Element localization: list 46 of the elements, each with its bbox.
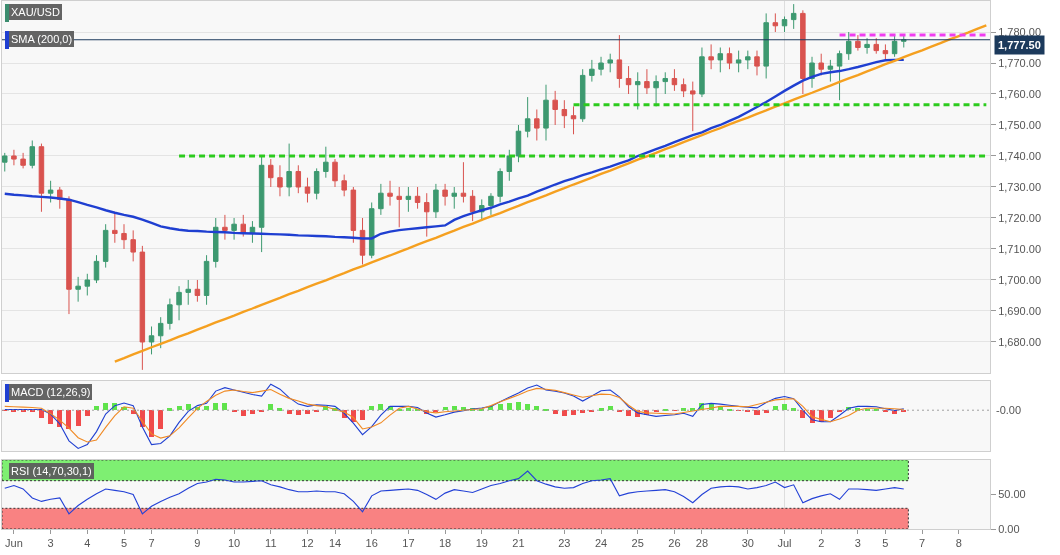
y-tick-label: 1,760.00 — [998, 87, 1042, 100]
legend-label: XAU/USD — [11, 6, 60, 18]
y-tick-label: 1,680.00 — [998, 335, 1042, 348]
x-tick-label: 16 — [365, 537, 378, 550]
x-tick-label: 14 — [328, 537, 342, 550]
x-tick-label: 5 — [882, 537, 889, 550]
x-tick-label: 23 — [558, 537, 571, 550]
x-tick-label: 2 — [818, 537, 825, 550]
x-tick-label: 17 — [402, 537, 415, 550]
x-tick-label: 7 — [919, 537, 926, 550]
x-tick-label: 21 — [512, 537, 525, 550]
x-tick-label: 24 — [594, 537, 608, 550]
x-tick-label: 9 — [194, 537, 201, 550]
y-tick-label: 1,770.00 — [998, 56, 1042, 69]
ref-line-label: 1,777.50 — [998, 39, 1041, 51]
x-tick-label: 5 — [120, 537, 128, 550]
y-tick-label: 1,740.00 — [998, 149, 1042, 162]
x-tick-label: 19 — [475, 537, 488, 550]
y-tick-label: 1,780.00 — [998, 25, 1042, 38]
y-tick-label: 50.00 — [998, 488, 1026, 501]
y-tick-label: 1,690.00 — [998, 304, 1042, 317]
legend-label: SMA (200,0) — [11, 33, 73, 45]
x-tick-label: Jun — [5, 537, 23, 550]
y-tick-label: 1,750.00 — [998, 118, 1042, 131]
x-tick-label: 18 — [438, 537, 452, 550]
x-tick-label: 8 — [955, 537, 962, 550]
x-tick-label: 25 — [631, 537, 644, 550]
y-tick-label: 1,720.00 — [998, 211, 1042, 224]
x-tick-label: 7 — [148, 537, 155, 550]
y-tick-label: 1,710.00 — [998, 242, 1042, 255]
y-tick-label: 1,700.00 — [998, 273, 1042, 286]
x-tick-label: 26 — [668, 537, 681, 550]
y-tick-label: 1,730.00 — [998, 180, 1042, 193]
x-tick-label: Jul — [777, 537, 792, 550]
ref-line-label: -0.00 — [996, 404, 1022, 416]
x-tick-label: 10 — [227, 537, 241, 550]
x-tick-label: 3 — [47, 537, 54, 550]
x-tick-label: 12 — [301, 537, 314, 550]
x-tick-label: 30 — [741, 537, 754, 550]
x-tick-label: 11 — [265, 537, 277, 550]
x-tick-label: 28 — [695, 537, 709, 550]
x-tick-label: 4 — [84, 537, 91, 550]
y-tick-label: 0.00 — [998, 522, 1020, 535]
x-tick-label: 3 — [854, 537, 861, 550]
text: RSI (14,70,30,1) — [11, 465, 92, 477]
legend-label: MACD (12,26,9) — [11, 386, 91, 398]
